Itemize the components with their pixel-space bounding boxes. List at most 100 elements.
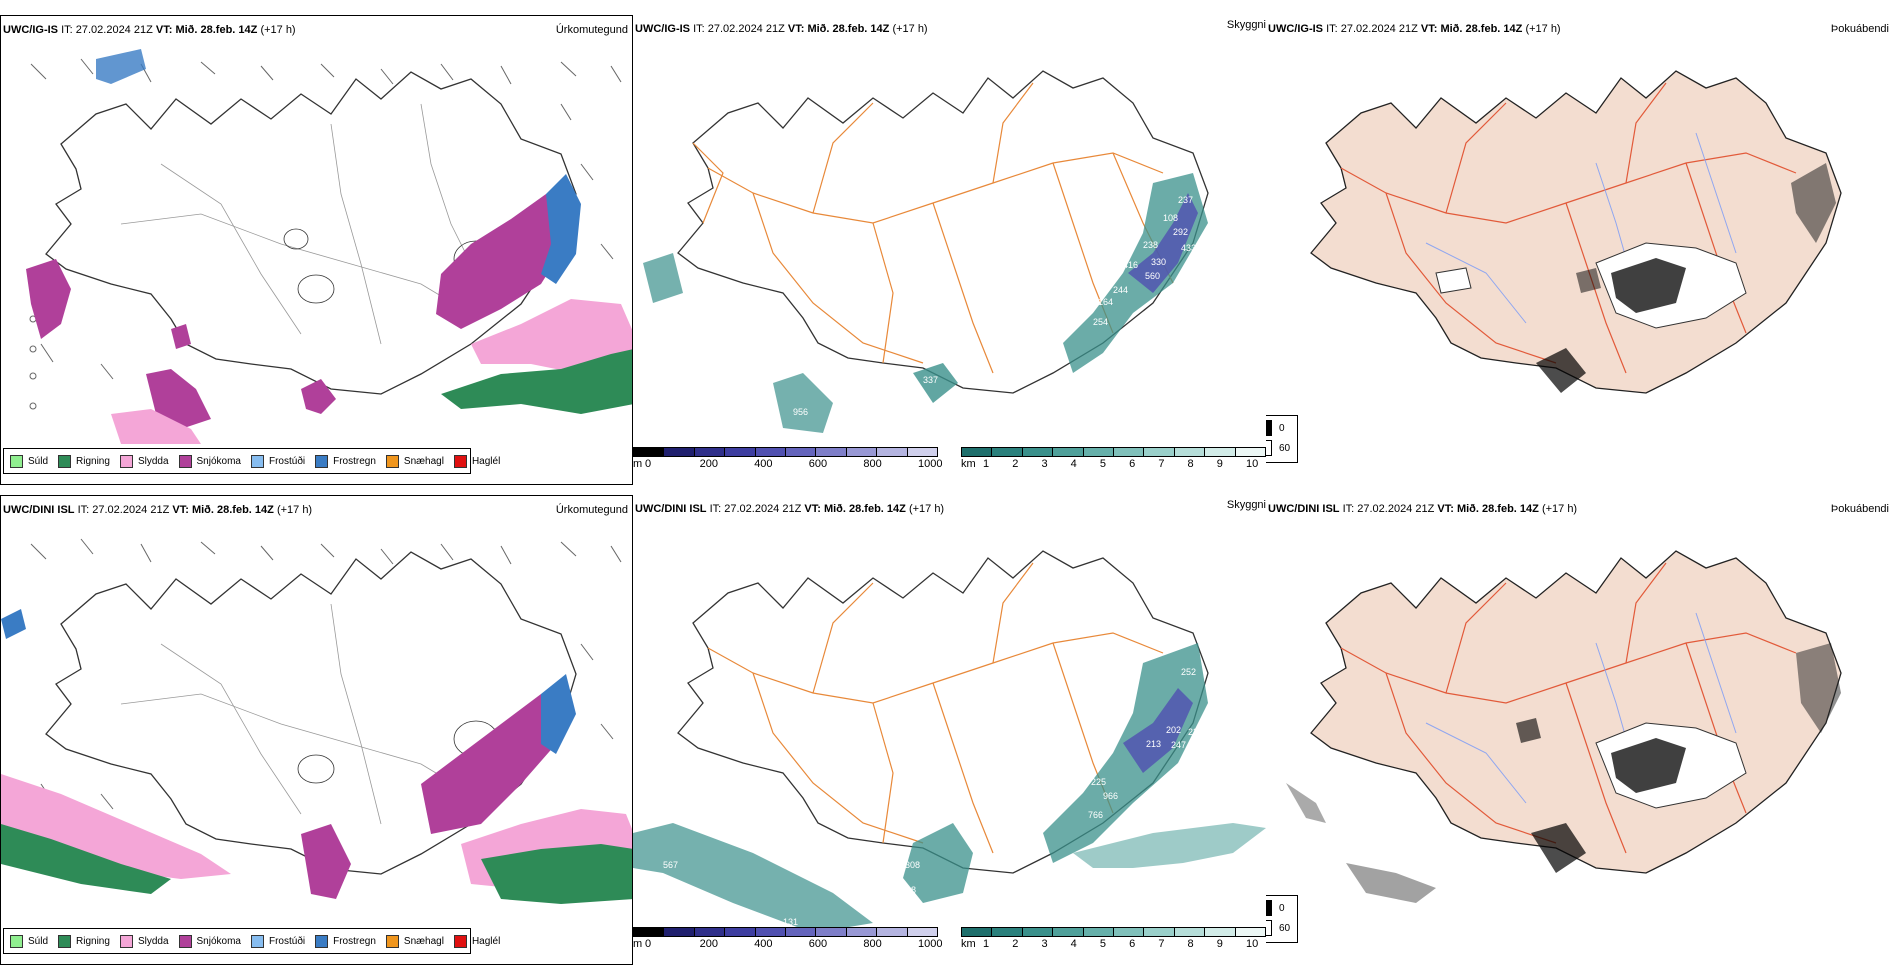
svg-text:225: 225: [1091, 777, 1106, 787]
scale-cell: [1022, 928, 1054, 936]
visibility-scale: km 1 2 3 4 5 6 7 8 9 10: [961, 447, 1266, 481]
visibility-scale: km 1 2 3 4 5 6 7 8 9 10: [961, 927, 1266, 961]
scale-cell: [1174, 928, 1206, 936]
fog-swatch-60: [1266, 920, 1272, 936]
cloud-base-map: 237 108 292 238 433 330 560 244 254 164 …: [643, 70, 1209, 433]
scale-label: 10: [1246, 458, 1259, 470]
svg-text:237: 237: [1178, 195, 1193, 205]
legend-swatch: [119, 934, 133, 948]
scale-cell: [1144, 928, 1175, 936]
legend-swatch: [453, 454, 467, 468]
legend-label: Frostregn: [333, 935, 376, 947]
legend-label: Snæhagl: [403, 935, 444, 947]
panel-title: Skyggni: [1226, 499, 1266, 511]
legend-swatch: [178, 934, 192, 948]
fog-label-0: 0: [1279, 902, 1285, 914]
scale-cell: [634, 448, 665, 456]
scale-label: 5: [1099, 458, 1106, 470]
scale-cell: [664, 448, 695, 456]
svg-text:254: 254: [1093, 317, 1108, 327]
legend-swatch: [315, 454, 329, 468]
scale-cell: [755, 928, 787, 936]
scale-label: 600: [808, 458, 828, 470]
legend-label: Haglél: [471, 455, 501, 467]
scale-label: 8: [1187, 938, 1194, 950]
svg-text:108: 108: [1163, 213, 1178, 223]
scale-cell: [664, 928, 695, 936]
fog-swatch-60: [1266, 440, 1272, 456]
fog-map: [1286, 550, 1842, 903]
svg-text:433: 433: [1181, 243, 1196, 253]
legend-item: Slydda: [119, 454, 169, 468]
scale-label: 4: [1070, 938, 1077, 950]
legend-label: Rigning: [76, 455, 110, 467]
scale-cell: [634, 928, 665, 936]
scale-cell: [725, 448, 756, 456]
svg-text:337: 337: [923, 375, 938, 385]
legend-label: Slydda: [137, 935, 169, 947]
svg-text:956: 956: [793, 407, 808, 417]
svg-text:213: 213: [1146, 739, 1161, 749]
legend-swatch: [58, 454, 72, 468]
legend-item: Frostúði: [250, 934, 305, 948]
scale-cell: [992, 928, 1023, 936]
precip-type-panel-bottom: UWC/DINI ISL IT: 27.02.2024 21Z VT: Mið.…: [0, 495, 633, 965]
panel-title: Þokuábendi: [1830, 23, 1889, 35]
scale-label: 200: [699, 938, 718, 950]
scale-cell: [1205, 928, 1236, 936]
legend-item: Rigning: [58, 934, 110, 948]
fog-panel-top: UWC/IG-IS IT: 27.02.2024 21Z VT: Mið. 28…: [1266, 15, 1899, 485]
scale-label: 0: [645, 938, 652, 950]
legend-swatch: [385, 454, 399, 468]
panel-title: Úrkomutegund: [555, 504, 628, 516]
svg-text:202: 202: [1166, 725, 1181, 735]
scale-cell: [877, 448, 908, 456]
panel-header: UWC/DINI ISL IT: 27.02.2024 21Z VT: Mið.…: [1268, 503, 1578, 515]
svg-text:228: 228: [1188, 727, 1203, 737]
svg-text:567: 567: [663, 860, 678, 870]
ceiling-scale: m 0 200 400 600 800 1000: [633, 447, 942, 481]
scale-cell: [1174, 448, 1206, 456]
svg-text:247: 247: [1171, 740, 1186, 750]
scale-label: 3: [1041, 458, 1048, 470]
fog-legend: 0 60: [1266, 415, 1298, 463]
svg-text:238: 238: [1143, 240, 1158, 250]
scale-cell: [694, 928, 726, 936]
legend-item: Súld: [10, 454, 49, 468]
scale-cell: [1053, 928, 1084, 936]
scale-label: 3: [1041, 938, 1048, 950]
scale-cell: [962, 448, 993, 456]
fog-map: [1310, 70, 1842, 394]
scale-label: 1: [983, 938, 990, 950]
scale-cell: [1053, 448, 1084, 456]
legend-item: Frostregn: [315, 934, 376, 948]
svg-text:997: 997: [1063, 875, 1078, 885]
scale-cell: [786, 928, 817, 936]
scale-cell: [1083, 928, 1115, 936]
precip-type-map: [26, 49, 632, 444]
precip-legend: Súld Rigning Slydda Snjókoma Frostúði Frostre…: [3, 928, 500, 954]
legend-item: Súld: [10, 934, 48, 948]
legend-item: Frostúði: [250, 454, 305, 468]
fog-swatch-0: [1266, 420, 1272, 436]
legend-swatch: [250, 454, 264, 468]
svg-text:164: 164: [1098, 297, 1113, 307]
panel-title: Skyggni: [1226, 19, 1266, 31]
fog-swatch-0: [1266, 900, 1272, 916]
svg-text:966: 966: [1103, 791, 1118, 801]
scale-cell: [1235, 928, 1266, 936]
scale-cell: [1083, 448, 1115, 456]
legend-item: Rigning: [58, 454, 110, 468]
scale-label: 8: [1187, 458, 1194, 470]
legend-label: Súld: [28, 455, 49, 467]
panel-header: UWC/IG-IS IT: 27.02.2024 21Z VT: Mið. 28…: [1268, 23, 1561, 35]
fog-panel-bottom: UWC/DINI ISL IT: 27.02.2024 21Z VT: Mið.…: [1266, 495, 1899, 965]
svg-text:560: 560: [1145, 271, 1160, 281]
scale-cell: [1022, 448, 1054, 456]
scale-label: 200: [699, 458, 718, 470]
scale-cell: [1235, 448, 1266, 456]
scale-cell: [907, 448, 938, 456]
scale-label: 800: [863, 938, 882, 950]
scale-cell: [786, 448, 817, 456]
scale-label: 9: [1216, 938, 1223, 950]
